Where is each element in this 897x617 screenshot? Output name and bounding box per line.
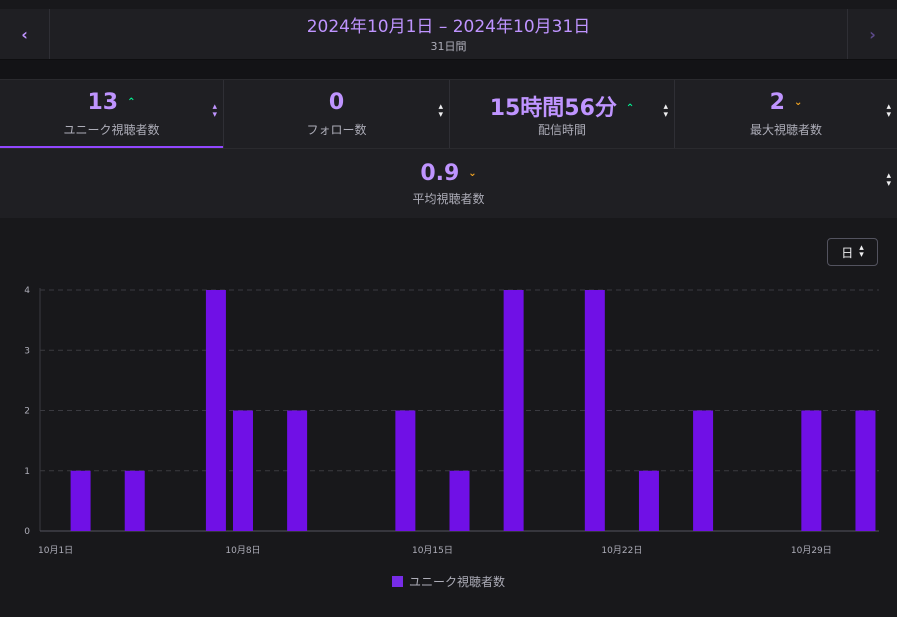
stat-avg-viewers[interactable]: 0.9 ⌄ 平均視聴者数 ▴ ▾: [0, 149, 897, 218]
stats-row-1: 13 ⌃ ユニーク視聴者数 ▴ ▾ 0 フォロー数 ▴ ▾ 15時間56分 ⌃ 配信時間…: [0, 79, 897, 149]
chart-area: [0, 218, 897, 617]
legend-swatch: [391, 576, 403, 587]
x-tick-label: 10月8日: [225, 545, 260, 556]
stat-label: フォロー数: [306, 123, 367, 137]
bar-10月29日: [801, 410, 822, 531]
bar-10月31日: [855, 410, 876, 531]
date-range-duration: 31日間: [430, 40, 467, 53]
x-tick-label: 10月29日: [791, 545, 832, 556]
chevron-left-icon: ‹: [21, 24, 28, 44]
y-tick-label: 3: [24, 346, 30, 356]
stat-max-viewers[interactable]: 2 ⌄ 最大視聴者数 ▴ ▾: [675, 80, 897, 148]
bar-10月21日: [584, 290, 605, 531]
next-period-button[interactable]: ›: [847, 9, 897, 59]
bar-10月10日: [287, 410, 308, 531]
x-tick-label: 10月1日: [38, 545, 73, 556]
x-tick-label: 10月22日: [601, 545, 642, 556]
stat-unique-viewers[interactable]: 13 ⌃ ユニーク視聴者数 ▴ ▾: [0, 80, 224, 149]
trend-up-icon: ⌃: [127, 97, 136, 108]
bar-10月4日: [124, 470, 145, 531]
spacer: [0, 60, 897, 79]
stat-value: 15時間56分: [489, 96, 617, 121]
sort-icon: ▴ ▾: [886, 171, 891, 189]
chart-legend: ユニーク視聴者数: [0, 573, 897, 590]
y-tick-label: 0: [24, 527, 30, 537]
bar-10月14日: [395, 410, 416, 531]
period-select[interactable]: 日 ▴ ▾: [827, 238, 878, 266]
stat-label: 配信時間: [537, 123, 586, 137]
bar-10月25日: [693, 410, 714, 531]
prev-period-button[interactable]: ‹: [0, 9, 50, 59]
stat-label: 平均視聴者数: [412, 192, 485, 206]
stat-follows[interactable]: 0 フォロー数 ▴ ▾: [224, 80, 450, 148]
y-tick-label: 2: [24, 407, 30, 417]
x-tick-label: 10月15日: [412, 545, 453, 556]
trend-down-icon: ⌄: [468, 168, 477, 179]
bar-10月18日: [503, 290, 524, 531]
period-select-value: 日: [841, 245, 854, 260]
stat-value: 0: [328, 90, 345, 115]
bar-10月16日: [449, 470, 470, 531]
stat-label: 最大視聴者数: [749, 123, 822, 137]
sort-icon: ▴ ▾: [663, 102, 668, 120]
bar-10月23日: [638, 470, 659, 531]
stat-value: 13: [87, 90, 119, 115]
sort-icon: ▴ ▾: [438, 102, 443, 120]
bar-10月2日: [70, 470, 91, 531]
bar-10月8日: [232, 410, 253, 531]
chevron-updown-icon: ▴ ▾: [859, 243, 864, 260]
stat-stream-time[interactable]: 15時間56分 ⌃ 配信時間 ▴ ▾: [450, 80, 675, 148]
y-tick-label: 1: [24, 467, 30, 477]
y-tick-label: 4: [24, 286, 30, 296]
trend-up-icon: ⌃: [625, 103, 635, 114]
stat-label: ユニーク視聴者数: [63, 123, 160, 137]
sort-icon: ▴ ▾: [886, 102, 891, 120]
date-range-title: 2024年10月1日 – 2024年10月31日: [306, 17, 591, 37]
legend-label: ユニーク視聴者数: [408, 575, 505, 589]
bar-10月7日: [205, 290, 226, 531]
stat-value: 0.9: [420, 161, 460, 186]
stat-value: 2: [769, 90, 785, 115]
chevron-right-icon: ›: [869, 24, 876, 44]
sort-icon: ▴ ▾: [212, 102, 217, 120]
trend-down-icon: ⌄: [793, 97, 803, 108]
date-range-bar: ‹ 2024年10月1日 – 2024年10月31日 31日間 ›: [0, 9, 897, 60]
